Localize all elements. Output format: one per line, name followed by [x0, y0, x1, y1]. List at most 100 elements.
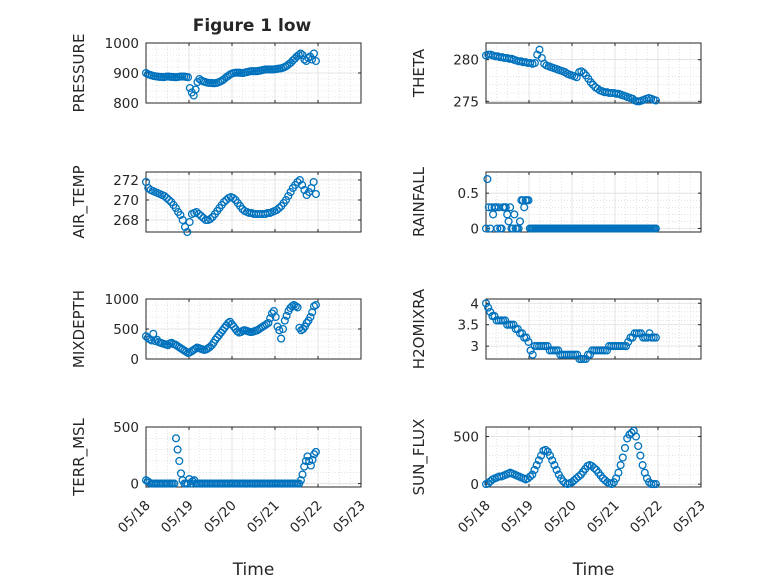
y-tick-label: 272	[113, 173, 139, 189]
data-point	[628, 333, 637, 342]
subplot-air_temp: 268 270 272 AIR_TEMP	[70, 165, 362, 239]
y-axis-label: H2OMIXRA	[410, 288, 428, 369]
data-point	[590, 463, 599, 473]
data-point	[486, 307, 495, 316]
data-point	[554, 346, 563, 355]
y-tick-label: 1000	[105, 36, 139, 52]
data-point	[302, 318, 311, 328]
data-point	[296, 476, 305, 485]
data-point	[634, 441, 643, 451]
data-point	[185, 83, 194, 93]
y-axis-label: RAINFALL	[410, 166, 428, 237]
data-point	[624, 337, 633, 346]
data-point	[618, 453, 627, 462]
data-point	[526, 472, 535, 481]
x-tick-label: 05/20	[201, 498, 240, 537]
data-point	[620, 443, 630, 453]
y-tick-label: 270	[113, 193, 139, 209]
data-point	[306, 461, 315, 470]
axes-box	[145, 171, 362, 233]
data-point	[281, 195, 291, 205]
y-tick-label: 275	[453, 94, 479, 110]
data-point	[206, 214, 215, 224]
x-tick-label: 05/18	[455, 498, 494, 537]
y-tick-label: 268	[113, 213, 139, 229]
data-point	[483, 175, 492, 184]
data-point	[628, 94, 637, 103]
y-axis-label: SUN_FLUX	[410, 419, 429, 496]
data-point	[149, 329, 158, 338]
data-point	[602, 346, 612, 355]
data-point	[593, 84, 602, 93]
y-tick-label: 0	[130, 352, 139, 368]
data-point	[526, 346, 535, 355]
data-point	[311, 189, 320, 199]
data-point	[151, 336, 160, 346]
data-point	[309, 177, 318, 187]
data-point	[311, 56, 320, 66]
data-point	[160, 191, 169, 201]
y-axis-label: PRESSURE	[70, 34, 88, 113]
data-point	[294, 50, 303, 60]
x-tick-label: 05/19	[498, 498, 537, 537]
data-point	[535, 45, 544, 54]
data-point	[541, 445, 550, 454]
y-axis-label: MIXDEPTH	[70, 290, 88, 368]
data-point	[298, 180, 307, 190]
data-point	[176, 469, 186, 478]
x-tick-label: 05/19	[158, 498, 197, 537]
data-point	[532, 461, 541, 470]
data-point	[513, 324, 522, 334]
data-point	[651, 224, 660, 233]
x-tick-label: 05/21	[244, 498, 283, 537]
data-point	[304, 53, 313, 63]
x-tick-label: 05/21	[584, 498, 623, 537]
data-point	[183, 73, 193, 82]
data-point	[534, 456, 543, 465]
data-point	[497, 224, 506, 233]
data-point	[191, 85, 200, 94]
data-point	[170, 479, 179, 488]
data-point	[183, 227, 192, 237]
data-point	[616, 461, 625, 470]
y-tick-label: 800	[113, 96, 139, 112]
data-point	[651, 333, 660, 342]
data-point	[277, 334, 286, 343]
data-point	[207, 341, 216, 350]
data-point	[581, 354, 590, 364]
data-point	[266, 314, 275, 323]
data-point	[522, 333, 531, 342]
data-point	[577, 67, 586, 76]
y-tick-label: 500	[113, 322, 139, 338]
data-point	[175, 456, 184, 466]
data-point	[171, 203, 180, 213]
data-point	[484, 303, 493, 312]
y-axis-label: TERR_MSL	[70, 417, 89, 496]
x-tick-label: 05/18	[115, 498, 154, 537]
data-point	[524, 196, 533, 205]
subplot-mixdepth: 0 500 1000 MIXDEPTH	[70, 290, 362, 368]
data-point	[573, 350, 582, 359]
data-point	[299, 324, 308, 334]
data-point	[291, 302, 300, 311]
axes-box	[485, 426, 702, 488]
data-point	[638, 461, 647, 470]
subplot-rainfall: 0 0.5 RAINFALL	[410, 166, 702, 237]
data-point	[636, 451, 645, 460]
data-point	[506, 203, 515, 212]
data-point	[272, 205, 281, 215]
y-tick-label: 500	[453, 430, 479, 446]
y-tick-label: 0.5	[458, 186, 479, 202]
y-tick-label: 1000	[105, 292, 139, 308]
data-point	[162, 193, 171, 203]
data-point	[280, 316, 289, 325]
figure-title: Figure 1 low	[193, 16, 312, 36]
data-point	[308, 455, 317, 464]
data-point	[271, 312, 280, 322]
y-tick-label: 0	[470, 477, 479, 493]
data-point	[309, 49, 318, 58]
data-point	[552, 465, 561, 474]
data-point	[296, 49, 305, 58]
data-point	[295, 323, 304, 332]
data-point	[309, 302, 319, 311]
